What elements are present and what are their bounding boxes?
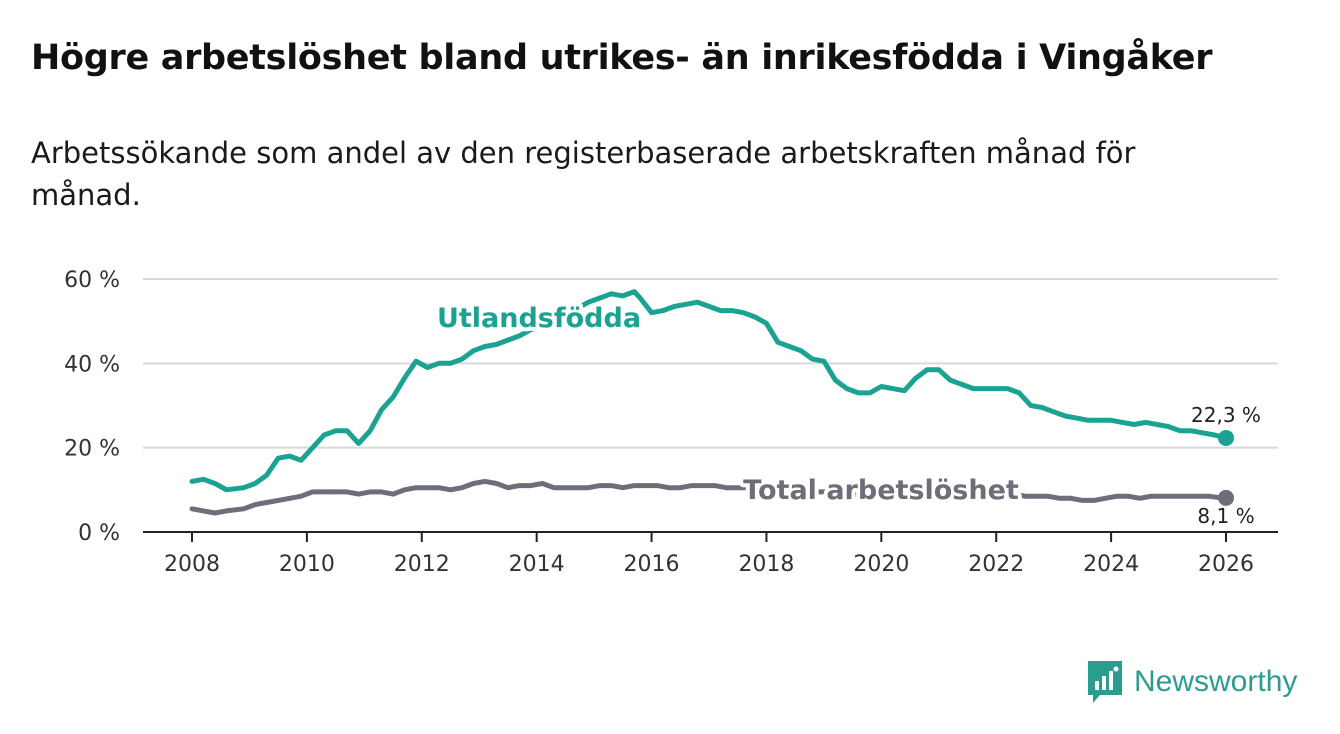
y-axis-ticks: 0 % 20 % 40 % 60 % <box>64 268 120 546</box>
x-tick-label: 2022 <box>968 552 1024 577</box>
y-tick-label: 60 % <box>64 268 120 293</box>
series-labels: Utlandsfödda Total arbetslöshet 22,3 % 8,1 … <box>433 299 1261 528</box>
x-tick-label: 2010 <box>279 552 335 577</box>
end-value-label-total-arbetsloshet: 8,1 % <box>1197 504 1254 528</box>
brand-name: Newsworthy <box>1134 665 1298 698</box>
x-tick-label: 2014 <box>509 552 565 577</box>
series-label-total-arbetsloshet: Total arbetslöshet <box>743 475 1019 506</box>
end-value-label-utlandsfodda: 22,3 % <box>1191 403 1261 427</box>
y-tick-label: 20 % <box>64 437 120 462</box>
gridlines <box>143 278 1278 533</box>
chart-title: Högre arbetslöshet bland utrikes- än inr… <box>31 38 1213 78</box>
series-lines <box>189 289 1234 516</box>
x-tick-label: 2026 <box>1198 552 1254 577</box>
series-line-total-arbetsloshet <box>189 478 1229 516</box>
x-tick-label: 2018 <box>738 552 794 577</box>
y-tick-label: 40 % <box>64 352 120 377</box>
series-line-utlandsfodda <box>189 289 1229 493</box>
end-point-utlandsfodda <box>1218 429 1234 446</box>
end-point-total-arbetsloshet <box>1218 489 1234 506</box>
series-label-utlandsfodda: Utlandsfödda <box>437 303 641 334</box>
y-tick-label: 0 % <box>78 521 120 546</box>
x-tick-label: 2024 <box>1083 552 1139 577</box>
chart-subtitle: Arbetssökande som andel av den registerb… <box>31 136 1136 212</box>
x-tick-label: 2012 <box>394 552 450 577</box>
x-axis-ticks: 2008 2010 2012 2014 2016 2018 2020 2022 2024 2026 <box>164 532 1254 577</box>
bar-chart-logo-icon <box>1088 661 1122 703</box>
brand-logo: Newsworthy <box>1088 660 1297 704</box>
x-tick-label: 2016 <box>624 552 680 577</box>
x-tick-label: 2008 <box>164 552 220 577</box>
x-tick-label: 2020 <box>853 552 909 577</box>
